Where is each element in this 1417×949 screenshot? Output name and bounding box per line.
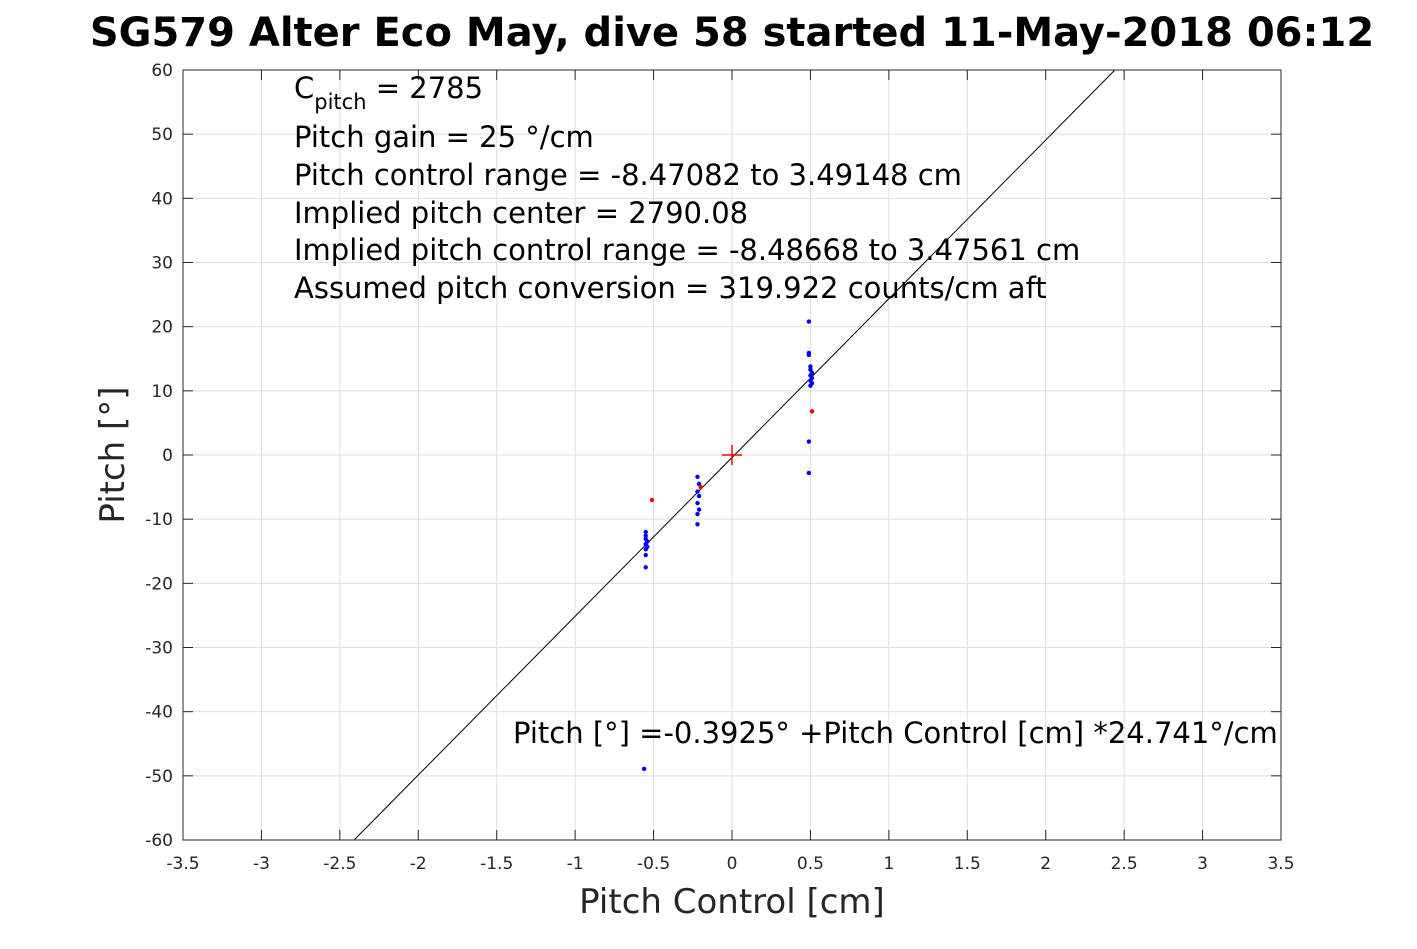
x-tick-label: 0 xyxy=(727,854,738,874)
data-point xyxy=(808,383,813,388)
data-point xyxy=(695,489,700,494)
y-tick-label: 60 xyxy=(151,61,173,81)
y-tick-label: -20 xyxy=(145,574,173,594)
pitch-conversion-annotation: Assumed pitch conversion = 319.922 count… xyxy=(294,271,1047,305)
data-point xyxy=(649,497,655,503)
x-tick-label: 1 xyxy=(883,854,894,874)
cpitch-symbol: C xyxy=(294,71,314,105)
y-tick-label: 40 xyxy=(151,189,173,209)
data-point xyxy=(696,493,702,499)
data-point xyxy=(695,511,700,517)
data-point xyxy=(695,474,700,480)
data-point xyxy=(695,500,700,506)
pitch-gain-annotation: Pitch gain = 25 °/cm xyxy=(294,120,594,154)
data-point xyxy=(643,547,648,552)
x-tick-label: -0.5 xyxy=(637,854,670,874)
y-tick-label: 10 xyxy=(151,382,173,402)
x-tick-label: 1.5 xyxy=(954,854,981,874)
fit-equation-annotation: Pitch [°] =-0.3925° +Pitch Control [cm] … xyxy=(513,716,1278,750)
cpitch-value: = 2785 xyxy=(367,71,484,105)
x-tick-label: -2 xyxy=(410,854,427,874)
data-point xyxy=(809,409,815,414)
data-point xyxy=(806,439,812,444)
axis-ticks: -3.5 -3 -2.5 -2 -1.5 -1 -0.5 0 0.5 1 1.5 2 2.5 3 3.5 -6… xyxy=(145,61,1294,874)
x-tick-label: 3.5 xyxy=(1267,854,1294,874)
data-point xyxy=(643,552,648,558)
cpitch-subscript: pitch xyxy=(314,90,366,114)
data-point xyxy=(806,319,812,324)
y-axis-label: Pitch [°] xyxy=(93,386,133,523)
y-tick-label: 50 xyxy=(151,125,173,145)
data-point xyxy=(696,507,702,512)
data-point xyxy=(643,529,648,535)
data-point xyxy=(808,364,813,369)
chart-title: SG579 Alter Eco May, dive 58 started 11-… xyxy=(90,10,1374,56)
cpitch-annotation: Cpitch = 2785 xyxy=(294,71,483,114)
y-tick-label: -50 xyxy=(145,767,173,787)
data-point xyxy=(643,565,648,570)
x-tick-label: -1.5 xyxy=(480,854,513,874)
x-tick-label: -3.5 xyxy=(166,854,199,874)
x-tick-label: -1 xyxy=(567,854,584,874)
center-marker-layer xyxy=(722,445,742,465)
y-tick-label: -60 xyxy=(145,831,173,851)
pitch-control-range-annotation: Pitch control range = -8.47082 to 3.4914… xyxy=(294,158,962,192)
y-tick-label: 30 xyxy=(151,254,173,274)
implied-pitch-range-annotation: Implied pitch control range = -8.48668 t… xyxy=(294,233,1080,267)
implied-pitch-center-annotation: Implied pitch center = 2790.08 xyxy=(294,196,748,230)
annotation-block: Cpitch = 2785 Pitch gain = 25 °/cm Pitch… xyxy=(294,71,1080,305)
data-point xyxy=(806,470,812,476)
x-tick-label: 0.5 xyxy=(797,854,824,874)
x-tick-label: 3 xyxy=(1197,854,1208,874)
data-points xyxy=(641,319,815,771)
y-tick-label: 20 xyxy=(151,318,173,338)
x-tick-label: 2.5 xyxy=(1111,854,1138,874)
y-tick-label: -40 xyxy=(145,703,173,723)
y-tick-label: -10 xyxy=(145,510,173,530)
data-point xyxy=(698,484,703,490)
data-point xyxy=(806,352,812,358)
x-tick-label: -3 xyxy=(253,854,270,874)
y-tick-label: -30 xyxy=(145,639,173,659)
data-point xyxy=(695,522,700,527)
x-axis-label: Pitch Control [cm] xyxy=(579,882,885,922)
data-point xyxy=(643,533,648,539)
x-tick-label: -2.5 xyxy=(323,854,356,874)
x-tick-label: 2 xyxy=(1040,854,1051,874)
data-point xyxy=(641,766,647,771)
y-tick-label: 0 xyxy=(162,446,173,466)
